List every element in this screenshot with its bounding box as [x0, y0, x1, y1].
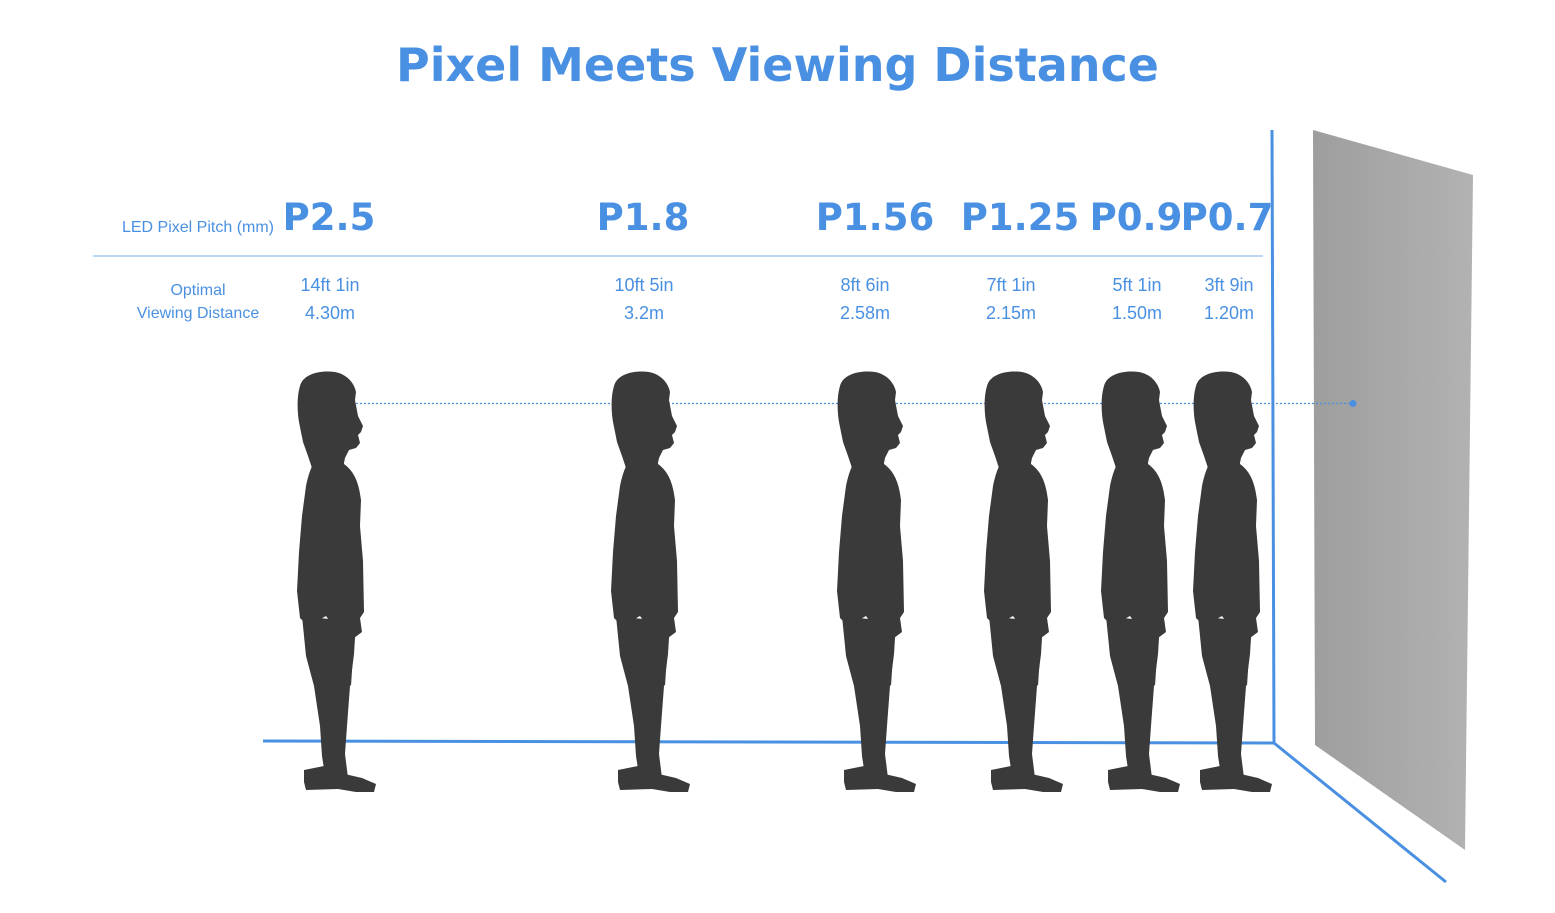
distance-feet: 10ft 5in — [614, 275, 674, 295]
distance-feet: 8ft 6in — [840, 275, 890, 295]
pitch-value-p0-7: P0.7 — [1180, 196, 1274, 239]
pitch-row-label-text: LED Pixel Pitch (mm) — [121, 219, 275, 236]
distance-feet: 3ft 9in — [1204, 275, 1254, 295]
distance-p0-7: 3ft 9in 1.20m — [1204, 271, 1254, 327]
pitch-value-p1-8: P1.8 — [596, 196, 690, 239]
pitch-value-p1-25: P1.25 — [960, 196, 1080, 239]
person-silhouette-p1-8 — [611, 371, 690, 792]
distance-meters: 1.20m — [1203, 303, 1255, 323]
person-silhouette-p1-56 — [837, 371, 916, 792]
person-silhouette-p0-9 — [1101, 371, 1180, 792]
distance-p0-9: 5ft 1in 1.50m — [1112, 271, 1162, 327]
person-silhouette-p0-7 — [1193, 371, 1272, 792]
distance-meters: 4.30m — [304, 303, 356, 323]
page-title: Pixel Meets Viewing Distance — [396, 38, 1159, 92]
distance-feet: 14ft 1in — [300, 275, 360, 295]
person-silhouette-p1-25 — [984, 371, 1063, 792]
distance-feet: 7ft 1in — [986, 275, 1036, 295]
viewer-silhouettes — [297, 371, 1272, 792]
distance-meters: 2.15m — [985, 303, 1037, 323]
distance-row-label: Optimal Viewing Distance — [112, 279, 284, 325]
distance-p1-8: 10ft 5in 3.2m — [614, 271, 673, 327]
distance-label-line1: Optimal — [170, 282, 226, 299]
pitch-value-p2-5: P2.5 — [282, 196, 376, 239]
pitch-value-p1-56: P1.56 — [815, 196, 935, 239]
distance-meters: 1.50m — [1111, 303, 1163, 323]
person-silhouette-p2-5 — [297, 371, 376, 792]
distance-meters: 2.58m — [839, 303, 891, 323]
distance-p1-25: 7ft 1in 2.15m — [986, 271, 1036, 327]
distance-meters: 3.2m — [623, 303, 665, 323]
distance-p2-5: 14ft 1in 4.30m — [300, 271, 359, 327]
distance-feet: 5ft 1in — [1112, 275, 1162, 295]
pitch-row-label: LED Pixel Pitch (mm) — [105, 216, 291, 239]
distance-label-line2: Viewing Distance — [136, 305, 260, 322]
distance-p1-56: 8ft 6in 2.58m — [840, 271, 890, 327]
pitch-value-p0-9: P0.9 — [1089, 196, 1183, 239]
